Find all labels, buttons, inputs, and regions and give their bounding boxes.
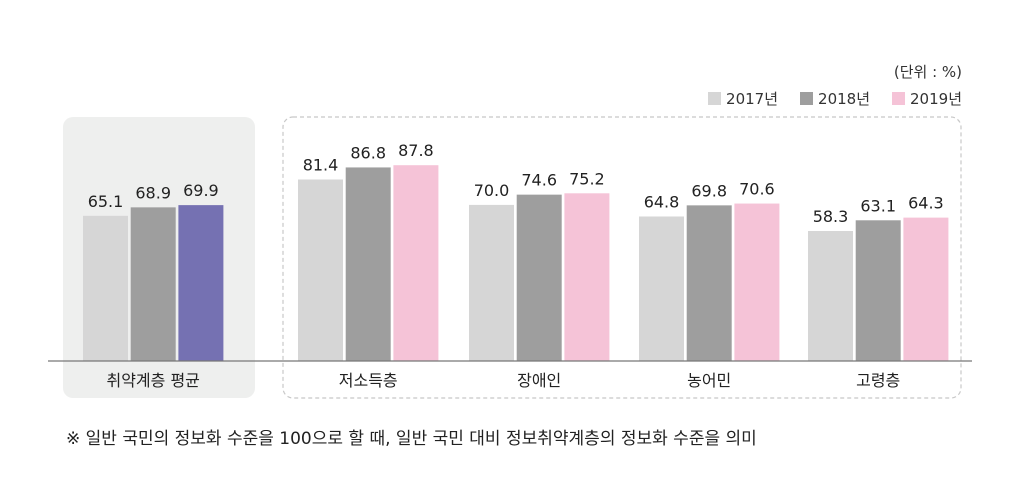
legend-swatch-2019 — [892, 92, 906, 105]
bar-4-2019년 — [734, 203, 780, 361]
bar-3-2019년 — [564, 193, 610, 361]
bar-2-2017년 — [298, 179, 343, 361]
data-label-5-2018년: 63.1 — [860, 196, 896, 215]
legend-item-2019: 2019년 — [892, 88, 962, 109]
category-label-5: 고령층 — [856, 371, 900, 390]
legend-swatch-2017 — [708, 92, 722, 105]
data-label-3-2017년: 70.0 — [474, 181, 510, 200]
legend-label-2018: 2018년 — [818, 90, 871, 108]
category-label-3: 장애인 — [517, 371, 561, 390]
data-label-5-2017년: 58.3 — [813, 207, 849, 226]
legend-item-2017: 2017년 — [708, 88, 778, 109]
bar-5-2017년 — [808, 230, 853, 361]
bar-2-2018년 — [345, 167, 391, 361]
data-label-4-2019년: 70.6 — [739, 180, 775, 199]
unit-label: (단위 : %) — [893, 63, 962, 81]
bar-1-2018년 — [130, 207, 176, 361]
bar-5-2019년 — [903, 217, 949, 361]
data-label-4-2017년: 64.8 — [644, 192, 680, 211]
bar-2-2019년 — [393, 165, 439, 361]
bar-5-2018년 — [855, 220, 901, 361]
data-label-3-2019년: 75.2 — [569, 169, 605, 188]
category-label-4: 농어민 — [687, 371, 731, 390]
bar-1-2019년 — [178, 205, 224, 361]
bar-1-2017년 — [83, 215, 128, 361]
legend: 2017년 2018년 2019년 — [708, 88, 962, 109]
data-label-4-2018년: 69.8 — [691, 181, 727, 200]
data-label-1-2018년: 68.9 — [135, 183, 171, 202]
data-label-1-2019년: 69.9 — [183, 181, 219, 200]
bar-4-2017년 — [639, 216, 684, 361]
footnote: ※ 일반 국민의 정보화 수준을 100으로 할 때, 일반 국민 대비 정보취… — [66, 429, 757, 449]
legend-item-2018: 2018년 — [800, 88, 870, 109]
data-label-3-2018년: 74.6 — [521, 171, 557, 190]
legend-label-2017: 2017년 — [726, 90, 779, 108]
bar-3-2017년 — [469, 204, 514, 361]
legend-label-2019: 2019년 — [910, 90, 962, 108]
data-label-2-2017년: 81.4 — [303, 155, 339, 174]
legend-swatch-2018 — [800, 92, 814, 105]
data-label-2-2019년: 87.8 — [398, 141, 434, 160]
data-label-2-2018년: 86.8 — [350, 143, 386, 162]
data-label-5-2019년: 64.3 — [908, 194, 944, 213]
data-label-1-2017년: 65.1 — [88, 192, 124, 211]
category-label-2: 저소득층 — [339, 371, 398, 390]
bar-3-2018년 — [516, 194, 562, 361]
category-label-1: 취약계층 평균 — [106, 371, 199, 390]
bar-4-2018년 — [686, 205, 732, 361]
bars-layer: 65.1 68.9 69.9 취약계층 평균 81.4 86.8 87.8 저소득층 70.0 7… — [83, 141, 949, 390]
subgroups-dashed-frame — [282, 116, 962, 399]
